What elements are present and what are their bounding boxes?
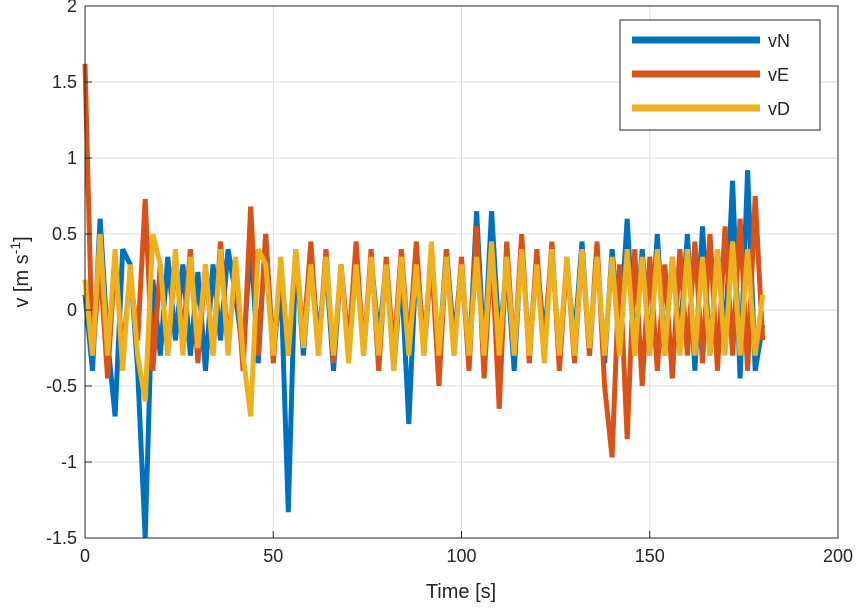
series-line-vD [82,233,766,417]
ticks: 0 50 100 150 200 -1.5 -1 -0.5 0 0.5 1 1.5 2 [46,0,853,566]
x-tick-label: 200 [823,546,853,566]
x-tick-label: 0 [80,546,90,566]
series-group [82,63,766,539]
x-axis-label: Time [s] [426,581,496,603]
y-tick-label: 0 [67,300,77,320]
x-tick-label: 100 [446,546,476,566]
x-tick-label: 50 [263,546,283,566]
legend-label-vE: vE [768,65,789,85]
y-tick-label: -0.5 [46,376,77,396]
y-axis-label-superscript: -1 [7,242,23,255]
legend-label-vN: vN [768,31,790,51]
legend: vN vE vD [619,19,821,131]
y-tick-label: -1.5 [46,528,77,548]
legend-label-vD: vD [768,99,790,119]
y-axis-label: v [m s-1] [7,236,33,307]
y-tick-label: 1.5 [52,72,77,92]
x-tick-label: 150 [635,546,665,566]
y-tick-label: 2 [67,0,77,16]
y-tick-label: 0.5 [52,224,77,244]
y-tick-label: 1 [67,148,77,168]
y-tick-label: -1 [61,452,77,472]
